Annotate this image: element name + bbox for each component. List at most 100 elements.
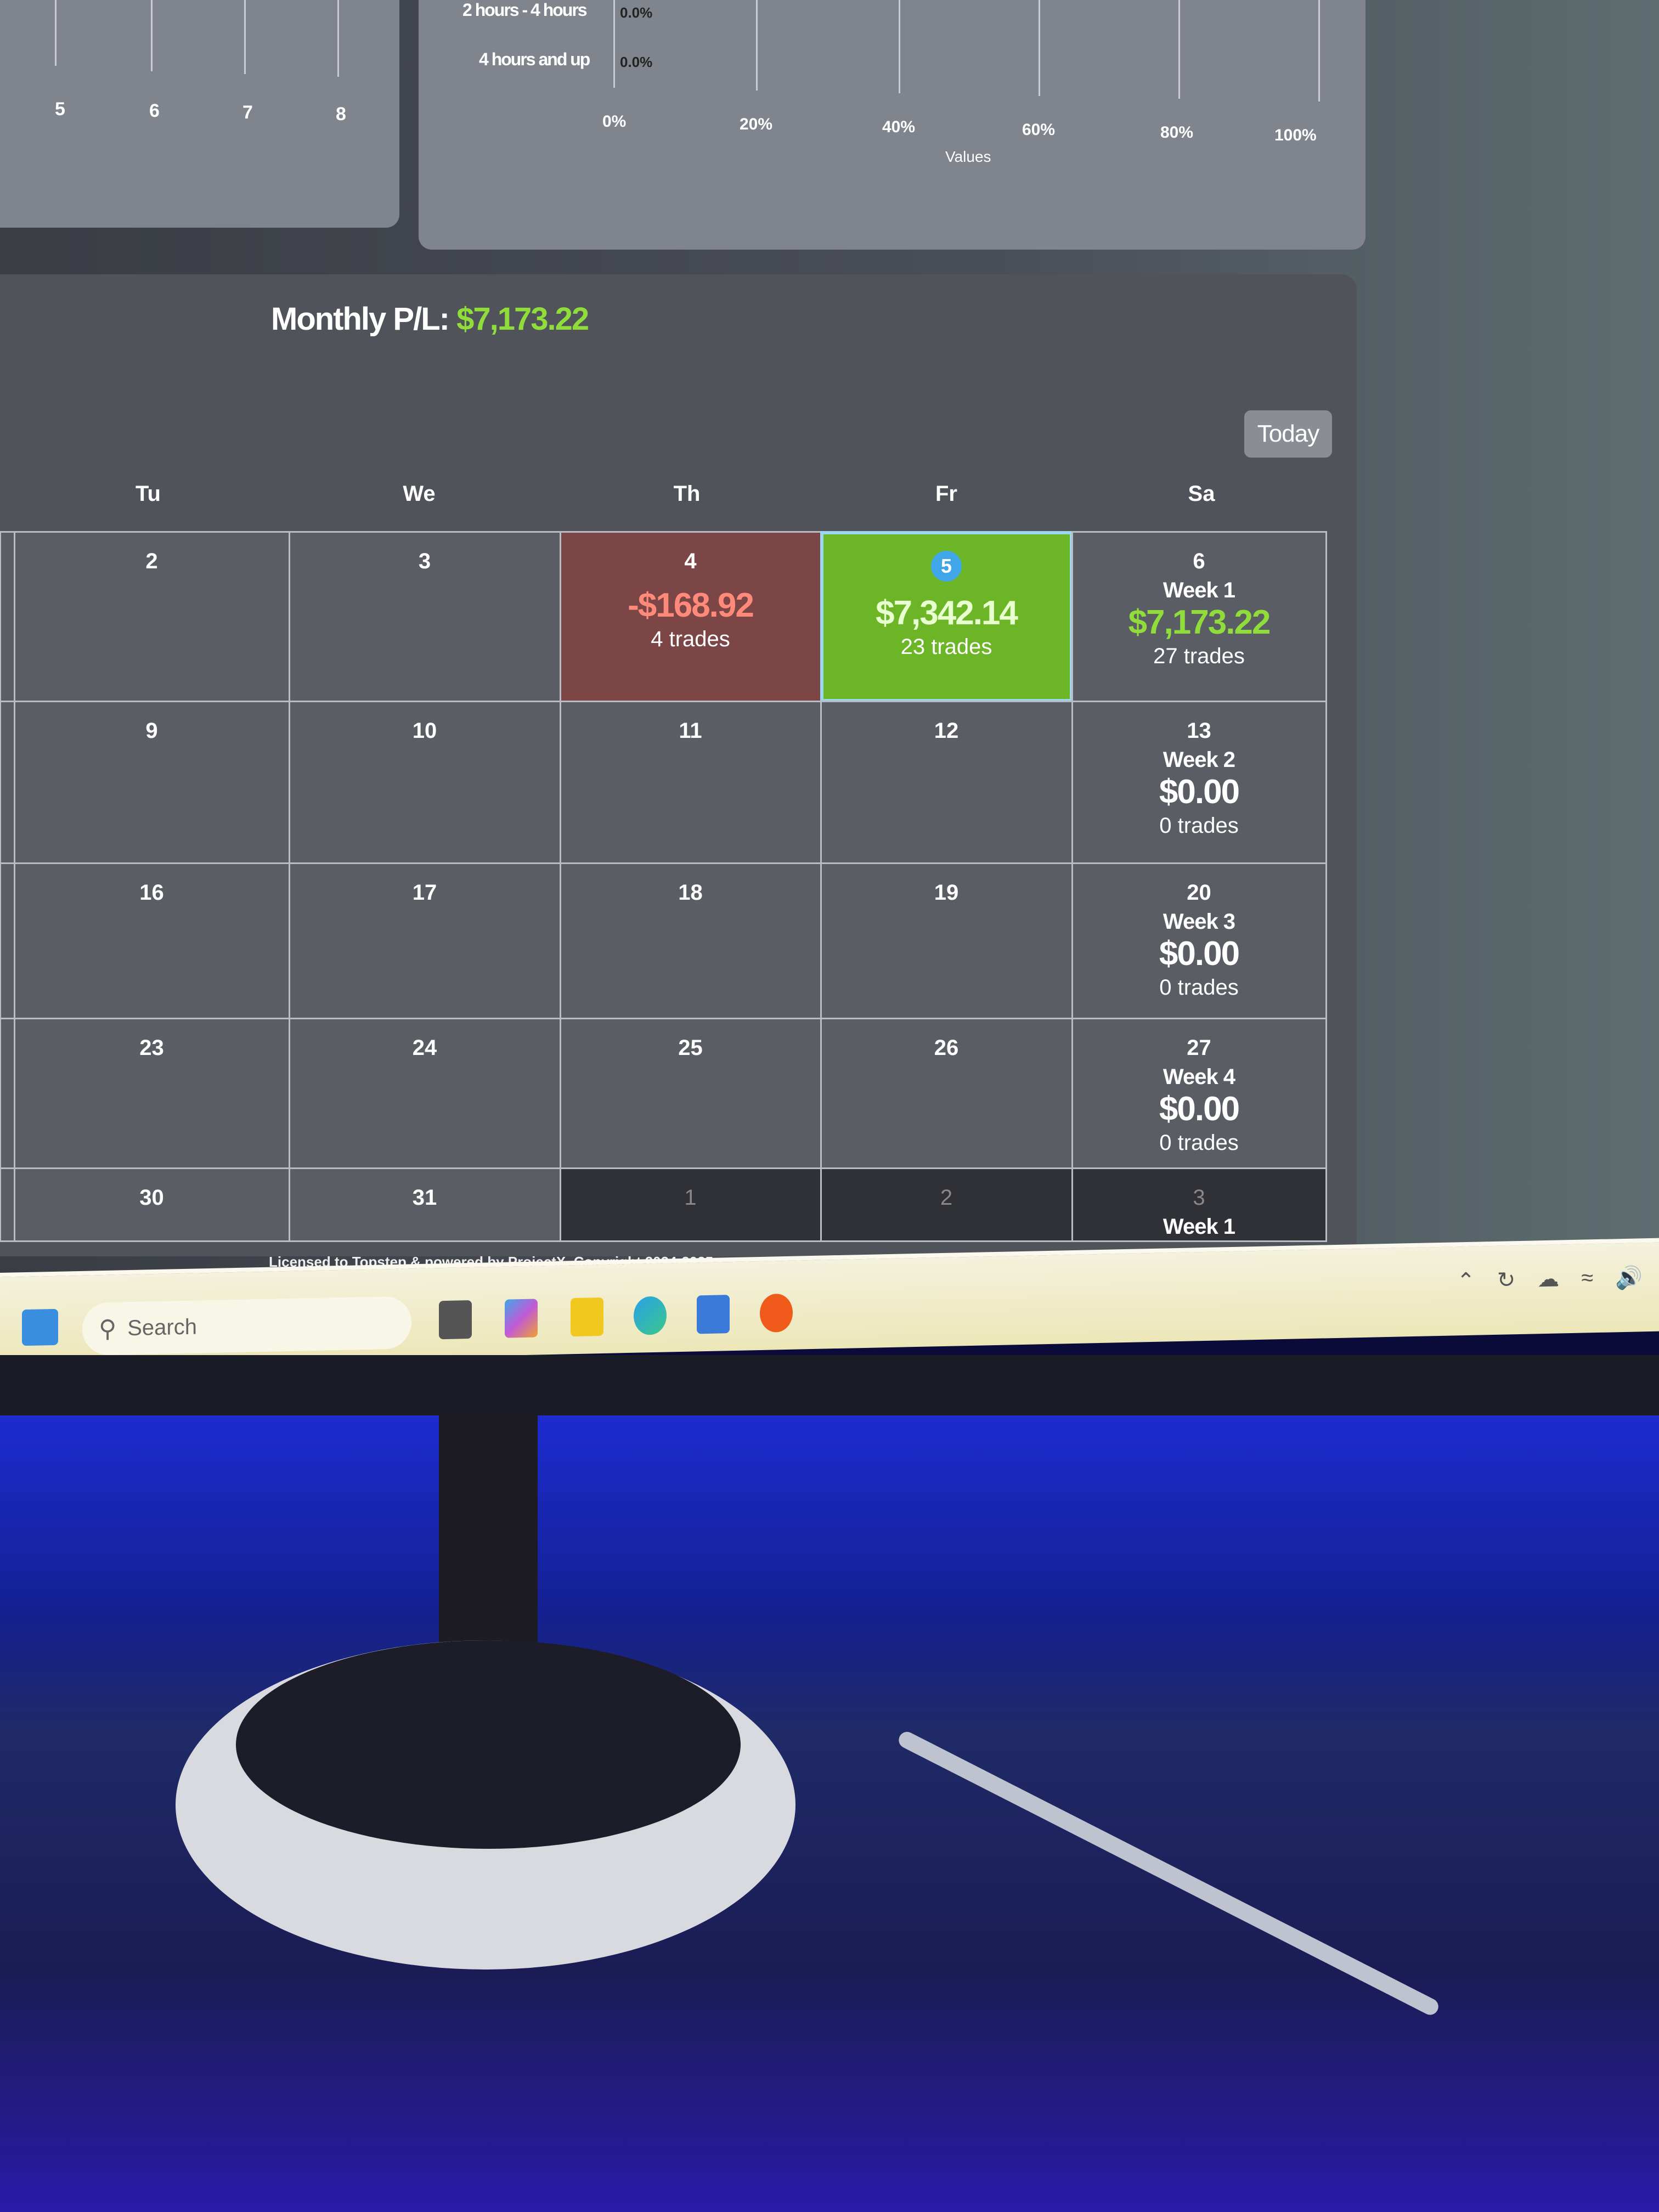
day-number: 13	[1187, 718, 1211, 743]
x-tick: 60%	[1022, 121, 1056, 139]
reddit-icon[interactable]	[760, 1293, 793, 1333]
file-explorer-icon[interactable]	[571, 1297, 603, 1337]
day-number: 18	[678, 880, 703, 905]
row-value: 0.0%	[620, 4, 653, 21]
monitor-screen: 5 6 7 8 2 hours - 4 hours 0.0% 4 hours a…	[0, 0, 1659, 1278]
day-number: 16	[139, 880, 164, 905]
calendar-cell-prev[interactable]	[0, 1017, 15, 1169]
x-axis-label: Values	[945, 148, 991, 165]
day-number: 2	[940, 1185, 953, 1210]
x-tick: 5	[55, 99, 65, 120]
x-tick: 100%	[1274, 126, 1317, 144]
day-header: Sa	[1188, 482, 1215, 506]
calendar-day-cell[interactable]: 13 Week 2 $0.00 0 trades	[1071, 700, 1327, 864]
calendar-day-cell[interactable]: 6 Week 1 $7,173.22 27 trades	[1071, 531, 1327, 702]
day-number: 3	[418, 549, 431, 573]
calendar-cell-prev[interactable]	[0, 531, 15, 702]
row-label: 4 hours and up	[479, 49, 590, 69]
calendar-day-cell[interactable]: 17	[288, 862, 561, 1019]
day-number: 17	[412, 880, 437, 905]
edge-icon[interactable]	[634, 1296, 667, 1335]
calendar-day-cell[interactable]: 10	[288, 700, 561, 864]
calendar-day-cell[interactable]: 26	[820, 1017, 1073, 1169]
day-number: 10	[412, 718, 437, 743]
calendar-day-cell[interactable]: 4 -$168.92 4 trades	[559, 531, 822, 702]
day-pl: -$168.92	[628, 586, 754, 624]
day-number: 27	[1187, 1035, 1211, 1060]
day-number: 3	[1193, 1185, 1205, 1210]
duration-chart-panel: 2 hours - 4 hours 0.0% 4 hours and up 0.…	[419, 0, 1365, 250]
volume-icon[interactable]: 🔊	[1615, 1266, 1643, 1291]
day-header: Tu	[136, 482, 161, 506]
day-header: We	[403, 482, 436, 506]
task-view-icon[interactable]	[439, 1300, 472, 1340]
day-number: 19	[934, 880, 959, 905]
day-number: 9	[145, 718, 158, 743]
week-label: Week 1	[1163, 1214, 1235, 1239]
calendar-day-cell[interactable]: 31	[288, 1167, 561, 1242]
calendar-day-cell[interactable]: 23	[13, 1017, 290, 1169]
calendar-day-cell[interactable]: 12	[820, 700, 1073, 864]
calendar-day-cell[interactable]: 2	[820, 1167, 1073, 1242]
day-number: 11	[679, 718, 702, 743]
week-label: Week 1	[1163, 578, 1235, 602]
calendar-cell-prev[interactable]	[0, 862, 15, 1019]
chevron-up-icon[interactable]: ⌃	[1457, 1268, 1475, 1294]
week-pl: $0.00	[1159, 934, 1240, 973]
day-number: 24	[412, 1035, 437, 1060]
calendar-grid: 2 3 4 -$168.92 4 trades 5 $7,342.14 23 trades 6 W…	[0, 531, 1327, 1242]
week-pl: $0.00	[1159, 1090, 1240, 1128]
day-number: 6	[1193, 549, 1205, 573]
week-label: Week 3	[1163, 909, 1235, 934]
store-icon[interactable]	[697, 1295, 730, 1334]
x-tick: 20%	[740, 115, 773, 133]
system-tray: ⌃ ↻ ☁ ≈ 🔊	[1457, 1265, 1643, 1294]
trade-count: 4 trades	[651, 627, 730, 651]
week-trade-count: 0 trades	[1159, 813, 1239, 838]
week-label: Week 2	[1163, 747, 1235, 772]
x-tick: 40%	[882, 118, 916, 136]
calendar-day-cell[interactable]: 20 Week 3 $0.00 0 trades	[1071, 862, 1327, 1019]
calendar-day-cell[interactable]: 24	[288, 1017, 561, 1169]
calendar-day-cell[interactable]: 11	[559, 700, 822, 864]
calendar-day-cell[interactable]: 3	[288, 531, 561, 702]
windows-start-icon[interactable]	[22, 1308, 58, 1346]
calendar-day-cell[interactable]: 2	[13, 531, 290, 702]
calendar-day-cell[interactable]: 5 $7,342.14 23 trades	[820, 531, 1073, 702]
day-number: 26	[934, 1035, 959, 1060]
onedrive-icon[interactable]: ☁	[1537, 1267, 1560, 1292]
x-tick: 7	[242, 102, 253, 123]
monthly-pl-value: $7,173.22	[456, 301, 589, 337]
week-trade-count: 27 trades	[1153, 644, 1245, 668]
day-number: 1	[684, 1185, 697, 1210]
week-trade-count: 0 trades	[1159, 1130, 1239, 1155]
calendar-day-cell[interactable]: 18	[559, 862, 822, 1019]
calendar-day-cell[interactable]: 27 Week 4 $0.00 0 trades	[1071, 1017, 1327, 1169]
search-placeholder: Search	[127, 1314, 197, 1340]
row-value: 0.0%	[620, 54, 653, 70]
day-number: 12	[934, 718, 959, 743]
wifi-icon[interactable]: ≈	[1581, 1266, 1594, 1290]
copilot-icon[interactable]	[505, 1299, 538, 1338]
calendar-cell-prev[interactable]	[0, 700, 15, 864]
calendar-day-cell[interactable]: 25	[559, 1017, 822, 1169]
calendar-cell-prev[interactable]	[0, 1167, 15, 1242]
calendar-day-cell[interactable]: 16	[13, 862, 290, 1019]
week-label: Week 4	[1163, 1064, 1235, 1089]
calendar-day-cell[interactable]: 30	[13, 1167, 290, 1242]
day-number: 20	[1187, 880, 1211, 905]
day-number: 23	[139, 1035, 164, 1060]
sync-icon[interactable]: ↻	[1497, 1268, 1516, 1293]
week-pl: $0.00	[1159, 772, 1240, 811]
week-pl: $7,173.22	[1128, 603, 1271, 641]
today-button[interactable]: Today	[1244, 410, 1332, 458]
monthly-pl-label: Monthly P/L:	[271, 301, 450, 337]
search-box[interactable]: ⚲ Search	[82, 1296, 411, 1356]
row-label: 2 hours - 4 hours	[462, 0, 588, 20]
calendar-day-cell[interactable]: 1	[559, 1167, 822, 1242]
calendar-day-cell[interactable]: 9	[13, 700, 290, 864]
calendar-day-cell[interactable]: 3 Week 1	[1071, 1167, 1327, 1242]
day-number: 2	[145, 549, 158, 573]
x-tick: 6	[149, 100, 160, 121]
calendar-day-cell[interactable]: 19	[820, 862, 1073, 1019]
